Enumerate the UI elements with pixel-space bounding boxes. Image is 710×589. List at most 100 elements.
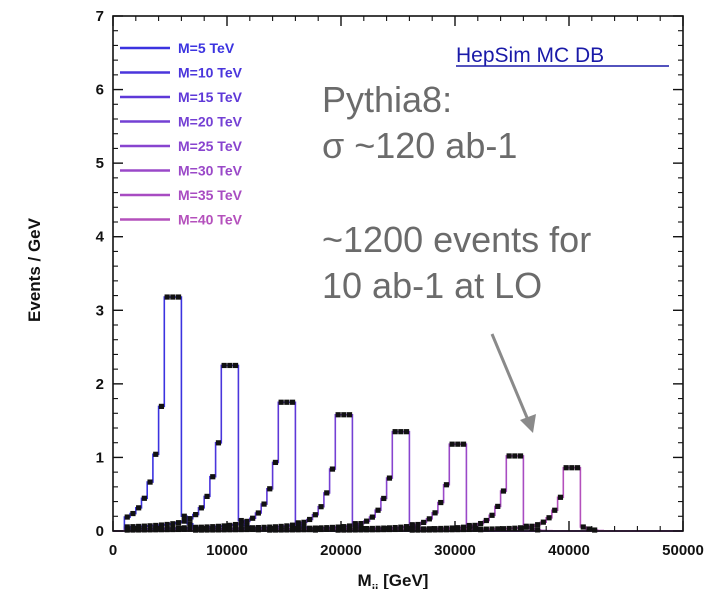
data-point bbox=[312, 526, 318, 533]
y-tick-label: 5 bbox=[96, 155, 104, 172]
data-point bbox=[495, 503, 501, 509]
data-point bbox=[221, 523, 227, 529]
data-point bbox=[478, 526, 484, 532]
data-point bbox=[187, 526, 193, 532]
legend-label: M=40 TeV bbox=[178, 212, 243, 228]
x-tick-label: 10000 bbox=[206, 542, 248, 559]
data-point bbox=[238, 517, 244, 524]
data-point bbox=[443, 482, 450, 488]
data-point bbox=[426, 516, 432, 522]
series-line-6 bbox=[113, 443, 683, 532]
data-point bbox=[506, 525, 512, 532]
data-point bbox=[175, 526, 182, 533]
legend-label: M=10 TeV bbox=[178, 65, 243, 81]
data-point bbox=[210, 527, 216, 533]
x-tick-label: 0 bbox=[109, 542, 117, 559]
data-point bbox=[586, 526, 592, 532]
data-point bbox=[552, 507, 558, 513]
data-point bbox=[335, 527, 341, 533]
x-tick-label: 20000 bbox=[320, 542, 362, 559]
data-point bbox=[124, 514, 130, 520]
data-point bbox=[130, 527, 136, 533]
data-point bbox=[187, 521, 193, 527]
data-point bbox=[158, 527, 165, 533]
x-axis-title-unit: [GeV] bbox=[378, 571, 428, 589]
data-point bbox=[592, 527, 598, 533]
data-point bbox=[284, 527, 290, 533]
data-point bbox=[130, 510, 136, 517]
data-point bbox=[181, 513, 187, 519]
data-point bbox=[204, 493, 210, 499]
data-point bbox=[375, 527, 381, 533]
data-point bbox=[381, 495, 387, 502]
data-point bbox=[147, 523, 153, 529]
data-point bbox=[261, 501, 267, 507]
data-point bbox=[232, 521, 239, 528]
data-point bbox=[141, 527, 147, 533]
data-point bbox=[478, 520, 484, 527]
data-point bbox=[238, 527, 244, 533]
data-point bbox=[255, 526, 261, 532]
series-line-8 bbox=[113, 466, 683, 532]
data-point bbox=[409, 523, 415, 529]
series-line-5 bbox=[113, 430, 683, 532]
data-point bbox=[403, 429, 410, 435]
data-point bbox=[386, 475, 393, 481]
data-point bbox=[403, 524, 410, 530]
data-point bbox=[369, 514, 375, 520]
data-point bbox=[307, 527, 313, 533]
data-point bbox=[523, 524, 529, 530]
data-point bbox=[546, 515, 552, 521]
data-point bbox=[267, 486, 273, 492]
data-point bbox=[210, 474, 216, 480]
data-point bbox=[449, 527, 455, 533]
data-point bbox=[432, 510, 438, 516]
data-point bbox=[329, 526, 336, 532]
data-point bbox=[403, 526, 410, 532]
data-point bbox=[187, 516, 193, 522]
legend-label: M=15 TeV bbox=[178, 89, 243, 105]
data-point bbox=[358, 527, 364, 533]
data-point bbox=[175, 520, 182, 526]
data-point bbox=[232, 362, 239, 369]
legend: M=5 TeV M=10 TeV M=15 TeV M=20 TeV M=25 TeV M… bbox=[120, 40, 243, 228]
data-point bbox=[244, 518, 250, 524]
data-point bbox=[278, 527, 284, 533]
data-point bbox=[432, 527, 438, 533]
data-point bbox=[272, 459, 279, 466]
data-point bbox=[164, 521, 170, 528]
marker-layer bbox=[124, 294, 598, 533]
data-point bbox=[244, 526, 250, 533]
data-point bbox=[346, 527, 353, 533]
data-point bbox=[141, 523, 147, 529]
x-axis-title: Mjj [GeV] bbox=[358, 571, 429, 589]
annotation-line-3: ~1200 events for bbox=[322, 219, 591, 260]
data-point bbox=[398, 429, 404, 435]
data-point bbox=[153, 522, 159, 529]
data-point bbox=[512, 525, 518, 531]
data-point bbox=[227, 527, 233, 533]
data-point bbox=[295, 527, 301, 533]
data-point bbox=[415, 527, 421, 533]
data-point bbox=[181, 518, 187, 524]
data-point bbox=[153, 451, 159, 457]
data-point bbox=[500, 488, 507, 494]
data-point bbox=[466, 523, 472, 530]
legend-label: M=20 TeV bbox=[178, 114, 243, 130]
data-point bbox=[136, 527, 142, 533]
data-point bbox=[198, 527, 204, 533]
data-point bbox=[409, 527, 415, 533]
data-point bbox=[272, 527, 279, 533]
data-point bbox=[460, 441, 467, 447]
data-point bbox=[141, 495, 147, 501]
data-point bbox=[535, 527, 541, 533]
data-point bbox=[164, 294, 170, 300]
data-point bbox=[386, 526, 393, 533]
data-point bbox=[421, 527, 427, 533]
data-point bbox=[557, 494, 564, 500]
data-point bbox=[181, 526, 187, 532]
y-tick-label: 2 bbox=[96, 376, 104, 393]
data-point bbox=[517, 525, 524, 531]
x-axis-title-main: M bbox=[358, 571, 372, 589]
